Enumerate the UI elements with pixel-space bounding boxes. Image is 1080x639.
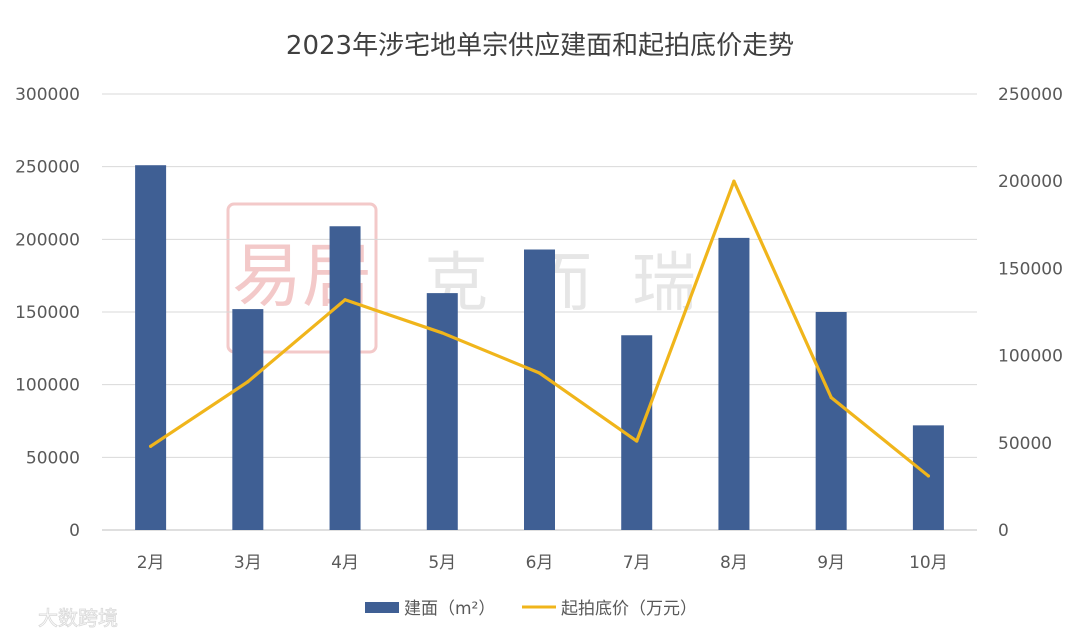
bar xyxy=(232,309,264,530)
left-tick-label: 250000 xyxy=(15,158,80,178)
bar-series xyxy=(135,165,944,531)
line-point xyxy=(732,179,736,183)
category-label: 10月 xyxy=(909,553,948,573)
right-tick-label: 150000 xyxy=(998,259,1063,279)
category-label: 3月 xyxy=(234,553,262,573)
bar xyxy=(912,425,944,530)
legend-label-bar: 建面（m²） xyxy=(404,599,495,619)
chart-title: 2023年涉宅地单宗供应建面和起拍底价走势 xyxy=(286,31,794,61)
bar xyxy=(329,226,361,530)
right-tick-label: 0 xyxy=(998,521,1009,541)
left-tick-label: 300000 xyxy=(15,85,80,105)
category-label: 9月 xyxy=(817,553,845,573)
left-tick-label: 200000 xyxy=(15,230,80,250)
bar xyxy=(815,312,847,530)
right-tick-label: 250000 xyxy=(998,85,1063,105)
line-point xyxy=(440,331,444,335)
line-point xyxy=(343,298,347,302)
watermark-seal xyxy=(226,202,378,354)
bar xyxy=(524,249,555,531)
line-point xyxy=(926,474,930,478)
category-label: 7月 xyxy=(623,553,651,573)
category-label: 4月 xyxy=(331,553,359,573)
category-label: 2月 xyxy=(137,553,165,573)
category-label: 6月 xyxy=(526,553,554,573)
credit-text: 大数跨境 xyxy=(38,606,118,630)
legend-label-line: 起拍底价（万元） xyxy=(561,599,697,619)
category-label: 5月 xyxy=(428,553,456,573)
left-tick-label: 0 xyxy=(69,521,80,541)
category-label: 8月 xyxy=(720,553,748,573)
category-labels: 2月 3月 4月 5月 6月 7月 8月 9月 10月 xyxy=(137,553,948,573)
line-series xyxy=(149,179,930,478)
bar xyxy=(718,237,750,530)
line-point xyxy=(149,444,153,448)
bar xyxy=(135,165,167,531)
left-tick-label: 50000 xyxy=(26,448,80,468)
right-tick-label: 50000 xyxy=(998,434,1052,454)
legend: 建面（m²） 起拍底价（万元） xyxy=(365,599,697,619)
line-point xyxy=(829,395,833,400)
right-tick-label: 200000 xyxy=(998,172,1063,192)
legend-swatch-bar xyxy=(365,602,399,613)
left-tick-label: 100000 xyxy=(15,376,80,396)
right-tick-label: 100000 xyxy=(998,347,1063,367)
line-point xyxy=(537,371,542,375)
watermark: 易居 克而瑞 xyxy=(226,202,736,354)
right-axis-ticks: 0 50000 100000 150000 200000 250000 xyxy=(998,85,1063,541)
left-axis-ticks: 0 50000 100000 150000 200000 250000 300000 xyxy=(15,85,80,541)
watermark-text: 克而瑞 xyxy=(424,247,736,321)
left-tick-label: 150000 xyxy=(15,303,80,323)
line-point xyxy=(635,439,639,443)
line-point xyxy=(246,380,250,384)
